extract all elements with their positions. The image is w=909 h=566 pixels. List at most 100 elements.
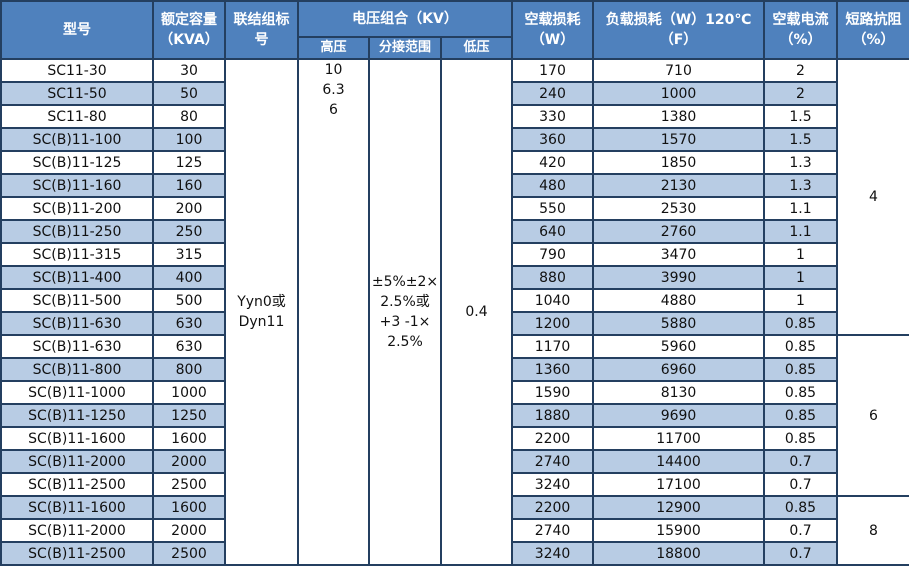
cell-no-load-current: 0.7 [763, 472, 839, 497]
cell-capacity: 2500 [152, 541, 226, 566]
cell-no-load-loss: 1360 [511, 357, 595, 382]
cell-line: 2.5%或 [380, 294, 430, 310]
table-row: SC(B)11-2500 2500 3240 17100 0.7 [0, 472, 909, 497]
cell-capacity: 100 [152, 127, 226, 152]
cell-no-load-current: 1.3 [763, 173, 839, 198]
cell-model: SC(B)11-1000 [0, 380, 154, 405]
table-row: SC(B)11-2500 2500 3240 18800 0.7 [0, 541, 909, 566]
cell-capacity: 2500 [152, 472, 226, 497]
cell-no-load-current: 0.85 [763, 403, 839, 428]
table-row: SC(B)11-315 315 790 3470 1 [0, 242, 909, 267]
cell-no-load-current: 0.7 [763, 518, 839, 543]
header-load-loss: 负载损耗（W）120℃ （F） [592, 0, 766, 60]
cell-capacity: 500 [152, 288, 226, 313]
cell-impedance: 4 [836, 58, 909, 336]
cell-model: SC(B)11-315 [0, 242, 154, 267]
cell-no-load-loss: 2200 [511, 495, 595, 520]
table-row: SC11-80 80 330 1380 1.5 [0, 104, 909, 129]
cell-no-load-loss: 170 [511, 58, 595, 83]
cell-low-voltage: 0.4 [439, 58, 514, 566]
cell-line: 6.3 [322, 82, 345, 98]
cell-load-loss: 2530 [592, 196, 766, 221]
table-row: SC(B)11-630 630 1200 5880 0.85 [0, 311, 909, 336]
table-row: SC(B)11-1600 1600 2200 12900 0.85 8 [0, 495, 909, 566]
cell-model: SC(B)11-2000 [0, 449, 154, 474]
table-row: SC(B)11-100 100 360 1570 1.5 [0, 127, 909, 152]
cell-no-load-current: 1.1 [763, 219, 839, 244]
cell-line: Yyn0或 [237, 294, 286, 310]
cell-capacity: 2000 [152, 518, 226, 543]
cell-no-load-loss: 420 [511, 150, 595, 175]
cell-no-load-loss: 2740 [511, 449, 595, 474]
cell-capacity: 1250 [152, 403, 226, 428]
cell-model: SC11-30 [0, 58, 154, 83]
cell-load-loss: 11700 [592, 426, 766, 451]
header-connection: 联结组标号 [224, 0, 299, 60]
cell-load-loss: 4880 [592, 288, 766, 313]
cell-load-loss: 8130 [592, 380, 766, 405]
cell-model: SC(B)11-2500 [0, 541, 154, 566]
cell-no-load-loss: 1590 [511, 380, 595, 405]
header-impedance: 短路抗阻 （%） [836, 0, 909, 60]
cell-capacity: 250 [152, 219, 226, 244]
cell-load-loss: 9690 [592, 403, 766, 428]
cell-model: SC(B)11-200 [0, 196, 154, 221]
cell-capacity: 125 [152, 150, 226, 175]
cell-capacity: 80 [152, 104, 226, 129]
cell-no-load-loss: 550 [511, 196, 595, 221]
table-row: SC(B)11-2000 2000 2740 15900 0.7 [0, 518, 909, 543]
cell-model: SC(B)11-500 [0, 288, 154, 313]
header-voltage-group: 电压组合（KV） [296, 0, 514, 38]
table-row: SC(B)11-1000 1000 1590 8130 0.85 [0, 380, 909, 405]
cell-no-load-current: 1.5 [763, 104, 839, 129]
cell-load-loss: 18800 [592, 541, 766, 566]
cell-model: SC(B)11-1250 [0, 403, 154, 428]
cell-no-load-loss: 2200 [511, 426, 595, 451]
cell-no-load-current: 1.5 [763, 127, 839, 152]
cell-model: SC(B)11-1600 [0, 495, 154, 520]
cell-load-loss: 5880 [592, 311, 766, 336]
cell-model: SC(B)11-630 [0, 334, 154, 359]
cell-model: SC(B)11-160 [0, 173, 154, 198]
table-row: SC(B)11-250 250 640 2760 1.1 [0, 219, 909, 244]
cell-no-load-current: 0.7 [763, 541, 839, 566]
cell-no-load-loss: 880 [511, 265, 595, 290]
cell-capacity: 1600 [152, 426, 226, 451]
cell-high-voltage: 10 6.3 6 [297, 58, 370, 566]
table-row: SC11-30 30 Yyn0或 Dyn11 10 6.3 6 ±5%±2× 2.5%或 +3 -… [0, 58, 909, 566]
cell-no-load-loss: 480 [511, 173, 595, 198]
cell-no-load-current: 0.85 [763, 495, 839, 520]
cell-model: SC(B)11-400 [0, 265, 154, 290]
cell-line: 2.5% [387, 334, 423, 350]
header-model: 型号 [0, 0, 154, 60]
cell-no-load-current: 0.7 [763, 449, 839, 474]
cell-no-load-current: 1.3 [763, 150, 839, 175]
cell-capacity: 315 [152, 242, 226, 267]
cell-model: SC(B)11-250 [0, 219, 154, 244]
cell-model: SC11-50 [0, 81, 154, 106]
cell-line: 10 [324, 62, 343, 78]
cell-no-load-current: 2 [763, 58, 839, 83]
cell-load-loss: 1000 [592, 81, 766, 106]
cell-model: SC(B)11-800 [0, 357, 154, 382]
table-row: SC(B)11-200 200 550 2530 1.1 [0, 196, 909, 221]
cell-capacity: 400 [152, 265, 226, 290]
cell-no-load-loss: 360 [511, 127, 595, 152]
cell-capacity: 1600 [152, 495, 226, 520]
cell-capacity: 160 [152, 173, 226, 198]
header-low-voltage: 低压 [439, 36, 514, 60]
table-row: SC(B)11-160 160 480 2130 1.3 [0, 173, 909, 198]
cell-no-load-loss: 640 [511, 219, 595, 244]
cell-load-loss: 14400 [592, 449, 766, 474]
table-row: SC(B)11-400 400 880 3990 1 [0, 265, 909, 290]
cell-capacity: 30 [152, 58, 226, 83]
cell-impedance: 8 [836, 495, 909, 566]
cell-load-loss: 12900 [592, 495, 766, 520]
header-capacity: 额定容量 （KVA） [152, 0, 226, 60]
table-row: SC(B)11-800 800 1360 6960 0.85 [0, 357, 909, 382]
cell-capacity: 800 [152, 357, 226, 382]
cell-load-loss: 1380 [592, 104, 766, 129]
cell-no-load-current: 0.85 [763, 311, 839, 336]
cell-load-loss: 6960 [592, 357, 766, 382]
